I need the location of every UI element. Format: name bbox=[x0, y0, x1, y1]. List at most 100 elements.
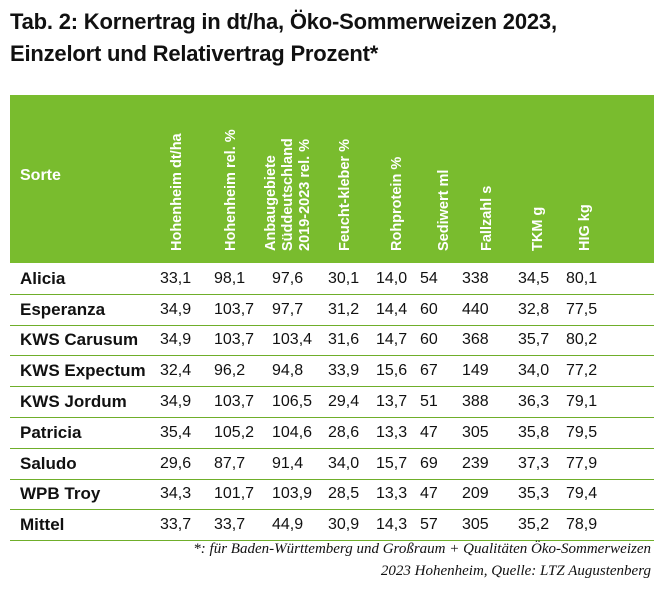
table-cell: 15,7 bbox=[376, 454, 408, 472]
header-column-label: Rohprotein % bbox=[389, 157, 406, 251]
footnote-line-2: 2023 Hohenheim, Quelle: LTZ Augustenberg bbox=[380, 563, 651, 579]
table-cell: 79,1 bbox=[566, 393, 598, 411]
table-cell: 14,4 bbox=[376, 300, 408, 318]
header-column-label: Fallzahl s bbox=[479, 186, 496, 251]
table-row: Esperanza 34,9 103,7 97,7 31,2 14,4 60 440 32,8 7… bbox=[10, 294, 654, 326]
header-column-label: HIG kg bbox=[577, 204, 594, 251]
header-column-2: Hohenheim rel. % bbox=[223, 95, 240, 263]
table-cell: 13,3 bbox=[376, 485, 408, 503]
table-cell: 14,3 bbox=[376, 516, 408, 534]
table-cell: 80,1 bbox=[566, 269, 598, 287]
table-cell: 368 bbox=[462, 331, 489, 349]
header-column-label-line: TKM g bbox=[529, 206, 546, 251]
table-cell: 91,4 bbox=[272, 454, 304, 472]
table-cell: 67 bbox=[420, 362, 438, 380]
table-cell: 34,0 bbox=[518, 362, 550, 380]
table-cell: 80,2 bbox=[566, 331, 598, 349]
header-column-label-line: Fallzahl s bbox=[478, 185, 495, 251]
table-cell: 305 bbox=[462, 516, 489, 534]
table-cell: 79,5 bbox=[566, 423, 598, 441]
variety-name: Patricia bbox=[20, 422, 82, 442]
header-column-label: Feucht-kleber % bbox=[337, 139, 354, 251]
table-cell: 388 bbox=[462, 393, 489, 411]
table-cell: 28,6 bbox=[328, 423, 360, 441]
table-cell: 34,9 bbox=[160, 393, 192, 411]
table-row: KWS Expectum 32,4 96,2 94,8 33,9 15,6 67 149 34,… bbox=[10, 356, 654, 387]
header-column-label: Sediwert ml bbox=[436, 170, 453, 251]
table-header: Sorte Hohenheim dt/ha Hohenheim rel. % Anb… bbox=[10, 95, 654, 263]
variety-name: Saludo bbox=[20, 453, 77, 473]
table-cell: 35,8 bbox=[518, 423, 550, 441]
table-cell: 96,2 bbox=[214, 362, 246, 380]
title-line-1: Tab. 2: Kornertrag in dt/ha, Öko-Sommerw… bbox=[10, 9, 557, 34]
header-column-label-line: HIG kg bbox=[576, 204, 593, 251]
table-cell: 209 bbox=[462, 485, 489, 503]
table-cell: 101,7 bbox=[214, 485, 255, 503]
table-cell: 31,2 bbox=[328, 300, 360, 318]
header-column-1: Hohenheim dt/ha bbox=[169, 95, 186, 263]
header-column-4: Feucht-kleber % bbox=[337, 95, 354, 263]
variety-name: WPB Troy bbox=[20, 484, 101, 504]
header-column-3: Anbaugebiete Süddeutschland 2019-2023 rel.… bbox=[263, 95, 314, 263]
table-cell: 98,1 bbox=[214, 269, 246, 287]
table-cell: 338 bbox=[462, 269, 489, 287]
header-column-label-line: 2019-2023 rel. % bbox=[296, 138, 313, 251]
header-column-7: Fallzahl s bbox=[479, 95, 496, 263]
header-column-label-line: Sediwert ml bbox=[435, 169, 452, 251]
table-cell: 60 bbox=[420, 331, 438, 349]
header-column-6: Sediwert ml bbox=[436, 95, 453, 263]
table-cell: 32,8 bbox=[518, 300, 550, 318]
table-cell: 97,6 bbox=[272, 269, 304, 287]
variety-name: Alicia bbox=[20, 268, 66, 288]
table-cell: 54 bbox=[420, 269, 438, 287]
table-cell: 97,7 bbox=[272, 300, 304, 318]
table-cell: 77,2 bbox=[566, 362, 598, 380]
table-cell: 47 bbox=[420, 423, 438, 441]
header-column-label: Hohenheim dt/ha bbox=[169, 133, 186, 251]
table-cell: 33,9 bbox=[328, 362, 360, 380]
table-cell: 32,4 bbox=[160, 362, 192, 380]
variety-name: KWS Expectum bbox=[20, 361, 146, 381]
table-cell: 440 bbox=[462, 300, 489, 318]
header-column-9: HIG kg bbox=[577, 95, 594, 263]
title-line-2: Einzelort und Relativertrag Prozent* bbox=[10, 41, 379, 66]
table-cell: 14,0 bbox=[376, 269, 408, 287]
table-cell: 103,4 bbox=[272, 331, 313, 349]
table-cell: 15,6 bbox=[376, 362, 408, 380]
header-column-label-line: Süddeutschland bbox=[279, 138, 296, 251]
table-cell: 35,2 bbox=[518, 516, 550, 534]
table-cell: 37,3 bbox=[518, 454, 550, 472]
variety-name: KWS Jordum bbox=[20, 392, 127, 412]
table-cell: 36,3 bbox=[518, 393, 550, 411]
table-cell: 105,2 bbox=[214, 423, 255, 441]
table-cell: 79,4 bbox=[566, 485, 598, 503]
table-row: Mittel 33,7 33,7 44,9 30,9 14,3 57 305 35,2 78,9 bbox=[10, 510, 654, 541]
table-cell: 94,8 bbox=[272, 362, 304, 380]
table-cell: 33,1 bbox=[160, 269, 192, 287]
footnote-line-1: *: für Baden-Württemberg und Großraum + … bbox=[193, 541, 651, 557]
table-cell: 78,9 bbox=[566, 516, 598, 534]
header-column-label-line: Hohenheim rel. % bbox=[222, 129, 239, 251]
table-row: WPB Troy 34,3 101,7 103,9 28,5 13,3 47 209 35,3 7… bbox=[10, 479, 654, 510]
table-cell: 35,3 bbox=[518, 485, 550, 503]
header-sorte: Sorte bbox=[20, 167, 61, 184]
table-cell: 77,5 bbox=[566, 300, 598, 318]
header-column-label: TKM g bbox=[530, 207, 547, 251]
table-cell: 30,9 bbox=[328, 516, 360, 534]
table-cell: 149 bbox=[462, 362, 489, 380]
table-cell: 13,7 bbox=[376, 393, 408, 411]
table-cell: 305 bbox=[462, 423, 489, 441]
table-cell: 69 bbox=[420, 454, 438, 472]
header-column-label-line: Feucht-kleber % bbox=[336, 139, 353, 251]
table-cell: 13,3 bbox=[376, 423, 408, 441]
header-column-label-line: Rohprotein % bbox=[388, 156, 405, 251]
table-cell: 33,7 bbox=[160, 516, 192, 534]
table-cell: 77,9 bbox=[566, 454, 598, 472]
table-cell: 35,7 bbox=[518, 331, 550, 349]
table-cell: 103,7 bbox=[214, 393, 255, 411]
variety-name: Mittel bbox=[20, 515, 65, 535]
table-cell: 34,3 bbox=[160, 485, 192, 503]
table-cell: 106,5 bbox=[272, 393, 313, 411]
header-column-8: TKM g bbox=[530, 95, 547, 263]
table-row: Saludo 29,6 87,7 91,4 34,0 15,7 69 239 37,3 77,9 bbox=[10, 448, 654, 480]
